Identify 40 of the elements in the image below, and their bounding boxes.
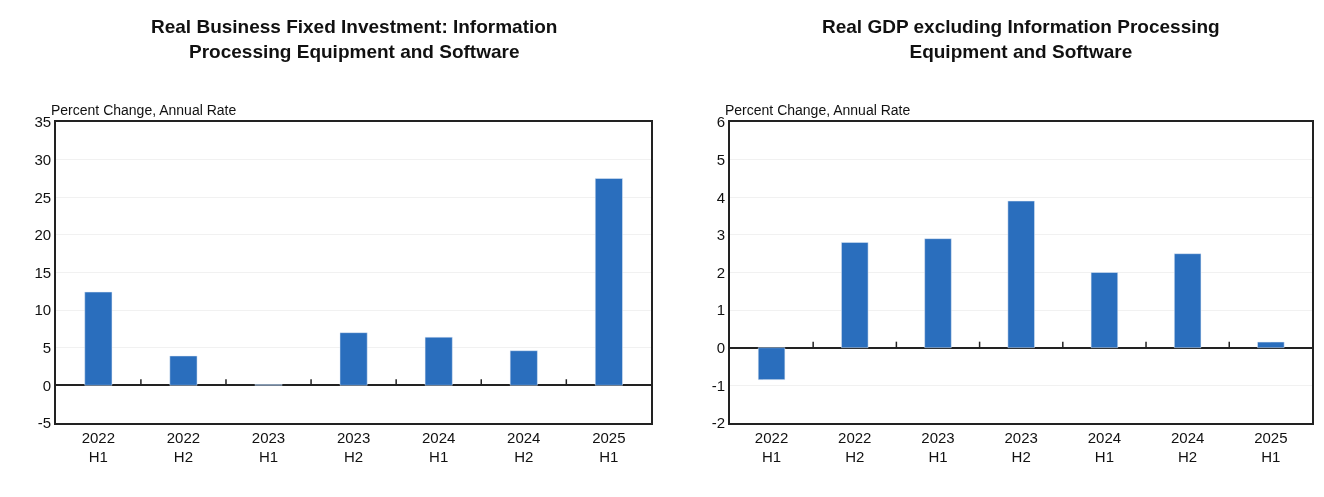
- y-axis-title: Percent Change, Annual Rate: [725, 102, 911, 118]
- bar: [757, 347, 786, 380]
- y-tick-label: 10: [34, 301, 52, 319]
- x-tick-label: 2022 H1: [81, 428, 116, 466]
- x-tick-label: 2023 H2: [1004, 428, 1038, 466]
- x-tick-label: 2022 H2: [166, 428, 201, 466]
- y-tick-label: 2: [716, 263, 726, 281]
- x-tick-label: 2023 H1: [251, 428, 286, 466]
- x-tick-label: 2024 H2: [1170, 428, 1205, 466]
- y-tick-label: 6: [716, 113, 726, 131]
- x-tick-label: 2024 H1: [1087, 428, 1122, 466]
- y-tick-label: 5: [716, 150, 726, 168]
- x-tick-label: 2022 H2: [838, 428, 872, 466]
- y-tick-label: 20: [34, 226, 52, 244]
- x-tick-label: 2023 H1: [921, 428, 955, 466]
- y-tick-label: 1: [716, 301, 726, 319]
- bar: [1257, 341, 1285, 348]
- y-tick-label: 5: [42, 338, 52, 356]
- x-tick-label: 2025 H1: [1254, 428, 1288, 466]
- y-tick-label: 0: [42, 376, 52, 394]
- y-tick-label: -2: [711, 414, 726, 432]
- bar: [509, 350, 538, 386]
- y-tick-label: 35: [34, 113, 52, 131]
- y-tick-label: 0: [716, 338, 726, 356]
- x-tick-label: 2023 H2: [336, 428, 371, 466]
- y-tick-label: 4: [716, 188, 726, 206]
- y-tick-label: -1: [711, 376, 726, 394]
- y-axis-title: Percent Change, Annual Rate: [51, 102, 237, 118]
- x-tick-label: 2025 H1: [592, 428, 626, 466]
- x-tick-label: 2024 H2: [507, 428, 541, 466]
- chart-title: Real Business Fixed Investment: Information Processing Equipment and Software: [151, 16, 558, 62]
- y-tick-label: 15: [34, 263, 52, 281]
- x-tick-label: 2024 H1: [422, 428, 456, 466]
- y-tick-label: 3: [716, 226, 726, 244]
- y-tick-label: -5: [37, 414, 52, 432]
- y-tick-label: 25: [34, 188, 52, 206]
- x-tick-label: 2022 H1: [754, 428, 789, 466]
- chart-title: Real GDP excluding Information Processing Equipment and Software: [822, 16, 1220, 62]
- y-tick-label: 30: [34, 150, 52, 168]
- bar: [169, 355, 198, 386]
